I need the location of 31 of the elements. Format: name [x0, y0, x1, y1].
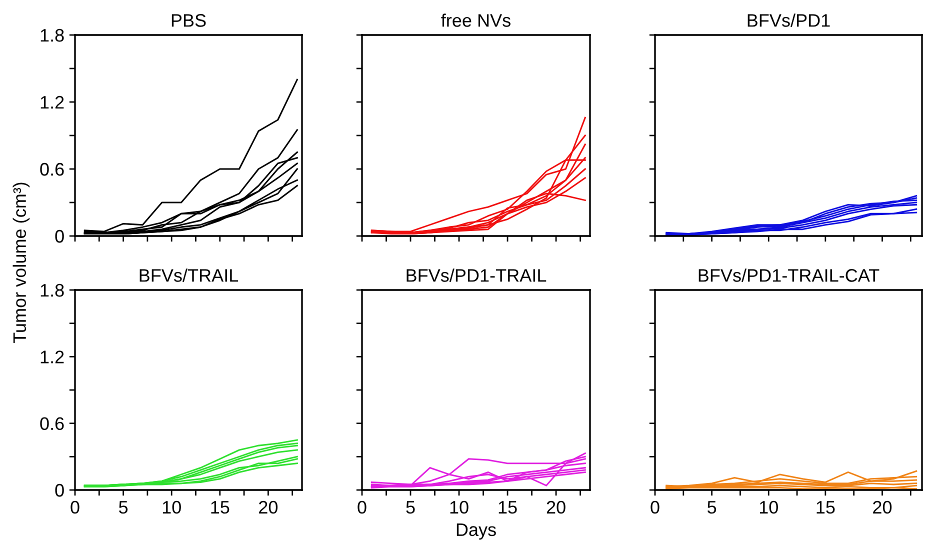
x-tick-label: 5	[406, 501, 415, 514]
chart-title: BFVs/TRAIL	[140, 268, 238, 282]
x-tick-label: 20	[873, 500, 892, 514]
chart-title: free NVs	[441, 14, 510, 27]
x-tick-label: 0	[358, 500, 366, 514]
y-tick-label: 0.6	[40, 417, 64, 430]
y-tick-label: 1.8	[40, 284, 64, 297]
x-axis-title: Days	[456, 523, 496, 540]
x-tick-label: 20	[546, 500, 566, 514]
x-tick-label: 15	[498, 501, 517, 514]
x-tick-label: 15	[816, 501, 835, 514]
x-tick-label: 10	[162, 500, 181, 514]
chart-title: BFVs/PD1	[748, 14, 830, 27]
x-tick-label: 0	[70, 500, 80, 514]
x-tick-label: 15	[211, 501, 230, 514]
y-tick-label: 1.2	[40, 96, 64, 109]
y-axis-title: Tumor volume (cm³)	[12, 182, 30, 344]
x-tick-label: 5	[119, 501, 128, 514]
x-tick-label: 10	[450, 500, 468, 514]
chart-title: PBS	[172, 14, 206, 27]
y-tick-label: 0.6	[40, 162, 64, 176]
chart-title: BFVs/PD1-TRAIL-CAT	[698, 268, 880, 282]
x-tick-label: 10	[760, 500, 778, 514]
x-tick-label: 5	[708, 501, 716, 514]
y-tick-label: 0	[55, 230, 64, 243]
chart-title: BFVs/PD1-TRAIL	[406, 268, 546, 282]
x-tick-label: 20	[259, 500, 278, 514]
y-tick-label: 0	[55, 484, 64, 497]
x-tick-label: 0	[650, 500, 660, 514]
y-tick-label: 1.2	[40, 350, 64, 364]
y-tick-label: 1.8	[40, 28, 64, 42]
